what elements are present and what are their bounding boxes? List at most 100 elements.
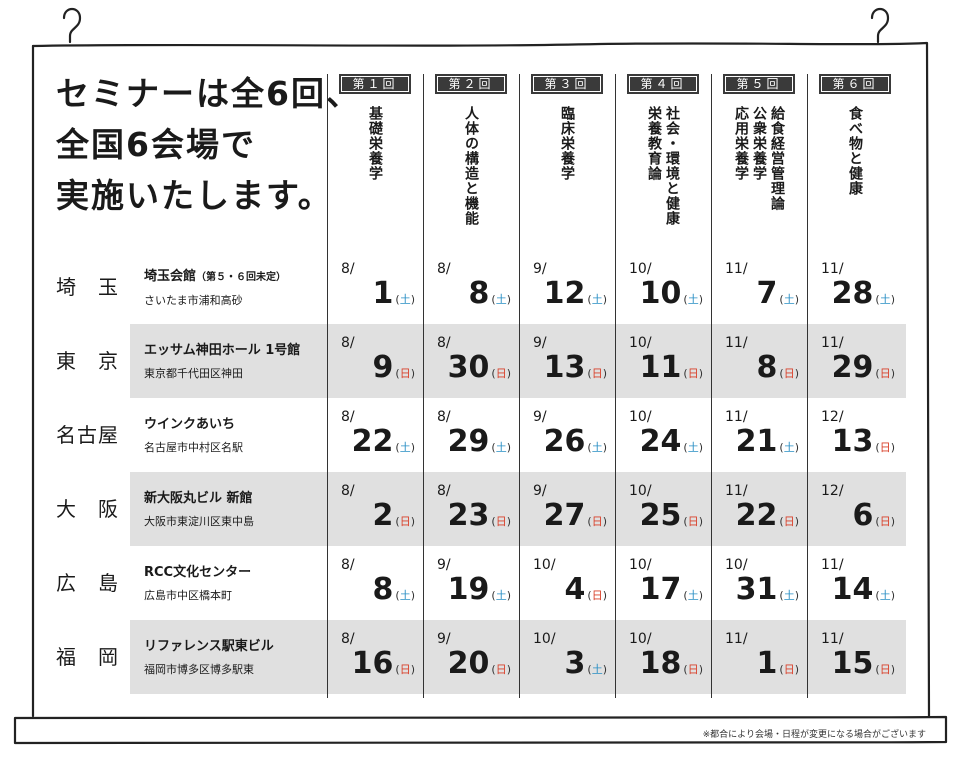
- paren-close: ): [698, 589, 703, 602]
- date-day: 23: [447, 498, 490, 533]
- paren-close: ): [410, 293, 415, 306]
- date-weekday: (日): [683, 661, 703, 677]
- venue-address: さいたま市浦和高砂: [144, 294, 243, 307]
- date-month: 8/: [341, 409, 355, 425]
- date-day: 1: [372, 276, 394, 311]
- date-cell: 10/3 (土): [519, 620, 615, 694]
- date-day: 7: [756, 276, 778, 311]
- session-title-line: 栄養教育論: [646, 106, 662, 181]
- weekday-text: 土: [591, 441, 603, 454]
- session-title: 臨床栄養学: [559, 106, 575, 181]
- date-weekday: (土): [779, 587, 799, 603]
- weekday-text: 土: [687, 589, 699, 602]
- date-day-line: 17 (土): [640, 572, 703, 608]
- weekday-text: 土: [783, 293, 795, 306]
- date-weekday: (日): [683, 513, 703, 529]
- date-weekday: (日): [875, 439, 895, 455]
- date-cell: 10/25 (日): [615, 472, 711, 546]
- date-cell: 9/13 (日): [519, 324, 615, 398]
- date-month: 10/: [533, 557, 556, 573]
- paren-open: (: [875, 589, 880, 602]
- venue-name: 新大阪丸ビル 新館: [144, 490, 326, 508]
- date-day-line: 12 (土): [544, 276, 607, 312]
- date-day-line: 8 (土): [373, 572, 415, 608]
- session-badge: 第５回: [723, 74, 795, 94]
- paren-close: ): [698, 293, 703, 306]
- venue-note: （第５・６回未定）: [196, 272, 287, 283]
- paren-open: (: [491, 367, 496, 380]
- weekday-text: 日: [879, 515, 891, 528]
- date-cell: 11/21 (土): [711, 398, 807, 472]
- session-badge: 第６回: [819, 74, 891, 94]
- paren-close: ): [890, 589, 895, 602]
- venue-name: リファレンス駅東ビル: [144, 638, 326, 656]
- date-day: 3: [564, 646, 586, 681]
- session-title-line: 臨床栄養学: [559, 106, 575, 181]
- venue-address: 福岡市博多区博多駅東: [144, 663, 254, 676]
- paren-open: (: [587, 367, 592, 380]
- date-weekday: (土): [587, 291, 607, 307]
- date-month: 9/: [437, 557, 451, 573]
- weekday-text: 土: [879, 589, 891, 602]
- session-header: 第３回臨床栄養学: [519, 74, 615, 254]
- date-day: 29: [831, 350, 874, 385]
- city-name: 大阪: [56, 497, 118, 521]
- paren-close: ): [698, 441, 703, 454]
- session-header: 第５回 給食経営管理論 公衆栄養学 応用栄養学: [711, 74, 807, 254]
- date-weekday: (日): [875, 365, 895, 381]
- weekday-text: 日: [399, 515, 411, 528]
- session-header: 第２回 人体の構造と機能: [423, 74, 519, 254]
- date-weekday: (日): [875, 661, 895, 677]
- city-name: 埼玉: [56, 275, 118, 299]
- weekday-text: 土: [879, 293, 891, 306]
- venue-info: エッサム神田ホール 1号館 東京都千代田区神田: [144, 342, 326, 383]
- weekday-text: 土: [399, 441, 411, 454]
- venue-info: ウインクあいち名古屋市中村区名駅: [144, 416, 326, 457]
- session-title-line: 社会・環境と健康: [664, 106, 680, 226]
- venue-name: ウインクあいち: [144, 416, 326, 434]
- venue-name: RCC文化センター: [144, 564, 326, 582]
- date-weekday: (日): [587, 365, 607, 381]
- session-title: 社会・環境と健康 栄養教育論: [646, 106, 680, 226]
- date-day-line: 13 (日): [832, 424, 895, 460]
- paren-open: (: [779, 515, 784, 528]
- venue-name-text: エッサム神田ホール 1号館: [144, 343, 301, 358]
- column-divider: [807, 74, 808, 698]
- date-month: 11/: [725, 409, 748, 425]
- date-day: 31: [735, 572, 778, 607]
- headline-line-3: 実施いたします。: [56, 176, 333, 215]
- weekday-text: 土: [783, 589, 795, 602]
- date-month: 10/: [629, 261, 652, 277]
- date-day-line: 13 (日): [544, 350, 607, 386]
- paren-open: (: [491, 293, 496, 306]
- headline-line-2: 全国6会場で: [56, 125, 256, 164]
- date-weekday: (日): [395, 661, 415, 677]
- date-day: 15: [831, 646, 874, 681]
- weekday-text: 日: [591, 367, 603, 380]
- date-weekday: (土): [491, 587, 511, 603]
- weekday-text: 日: [495, 515, 507, 528]
- paren-close: ): [794, 589, 799, 602]
- date-month: 9/: [533, 335, 547, 351]
- paren-close: ): [602, 589, 607, 602]
- paren-open: (: [395, 293, 400, 306]
- session-badge: 第３回: [531, 74, 603, 94]
- date-weekday: (土): [395, 291, 415, 307]
- paren-open: (: [395, 441, 400, 454]
- date-day: 13: [543, 350, 586, 385]
- paren-close: ): [602, 293, 607, 306]
- hanging-hook-left: [62, 7, 82, 44]
- date-day-line: 29 (土): [448, 424, 511, 460]
- paren-close: ): [890, 515, 895, 528]
- venue-address: 名古屋市中村区名駅: [144, 441, 243, 454]
- date-day: 2: [372, 498, 394, 533]
- paren-open: (: [683, 293, 688, 306]
- weekday-text: 日: [879, 441, 891, 454]
- date-day: 29: [447, 424, 490, 459]
- date-cell: 10/10 (土): [615, 250, 711, 324]
- weekday-text: 日: [495, 367, 507, 380]
- date-month: 11/: [725, 631, 748, 647]
- date-cell: 8/22 (土): [327, 398, 423, 472]
- date-weekday: (土): [491, 439, 511, 455]
- column-divider: [327, 74, 328, 698]
